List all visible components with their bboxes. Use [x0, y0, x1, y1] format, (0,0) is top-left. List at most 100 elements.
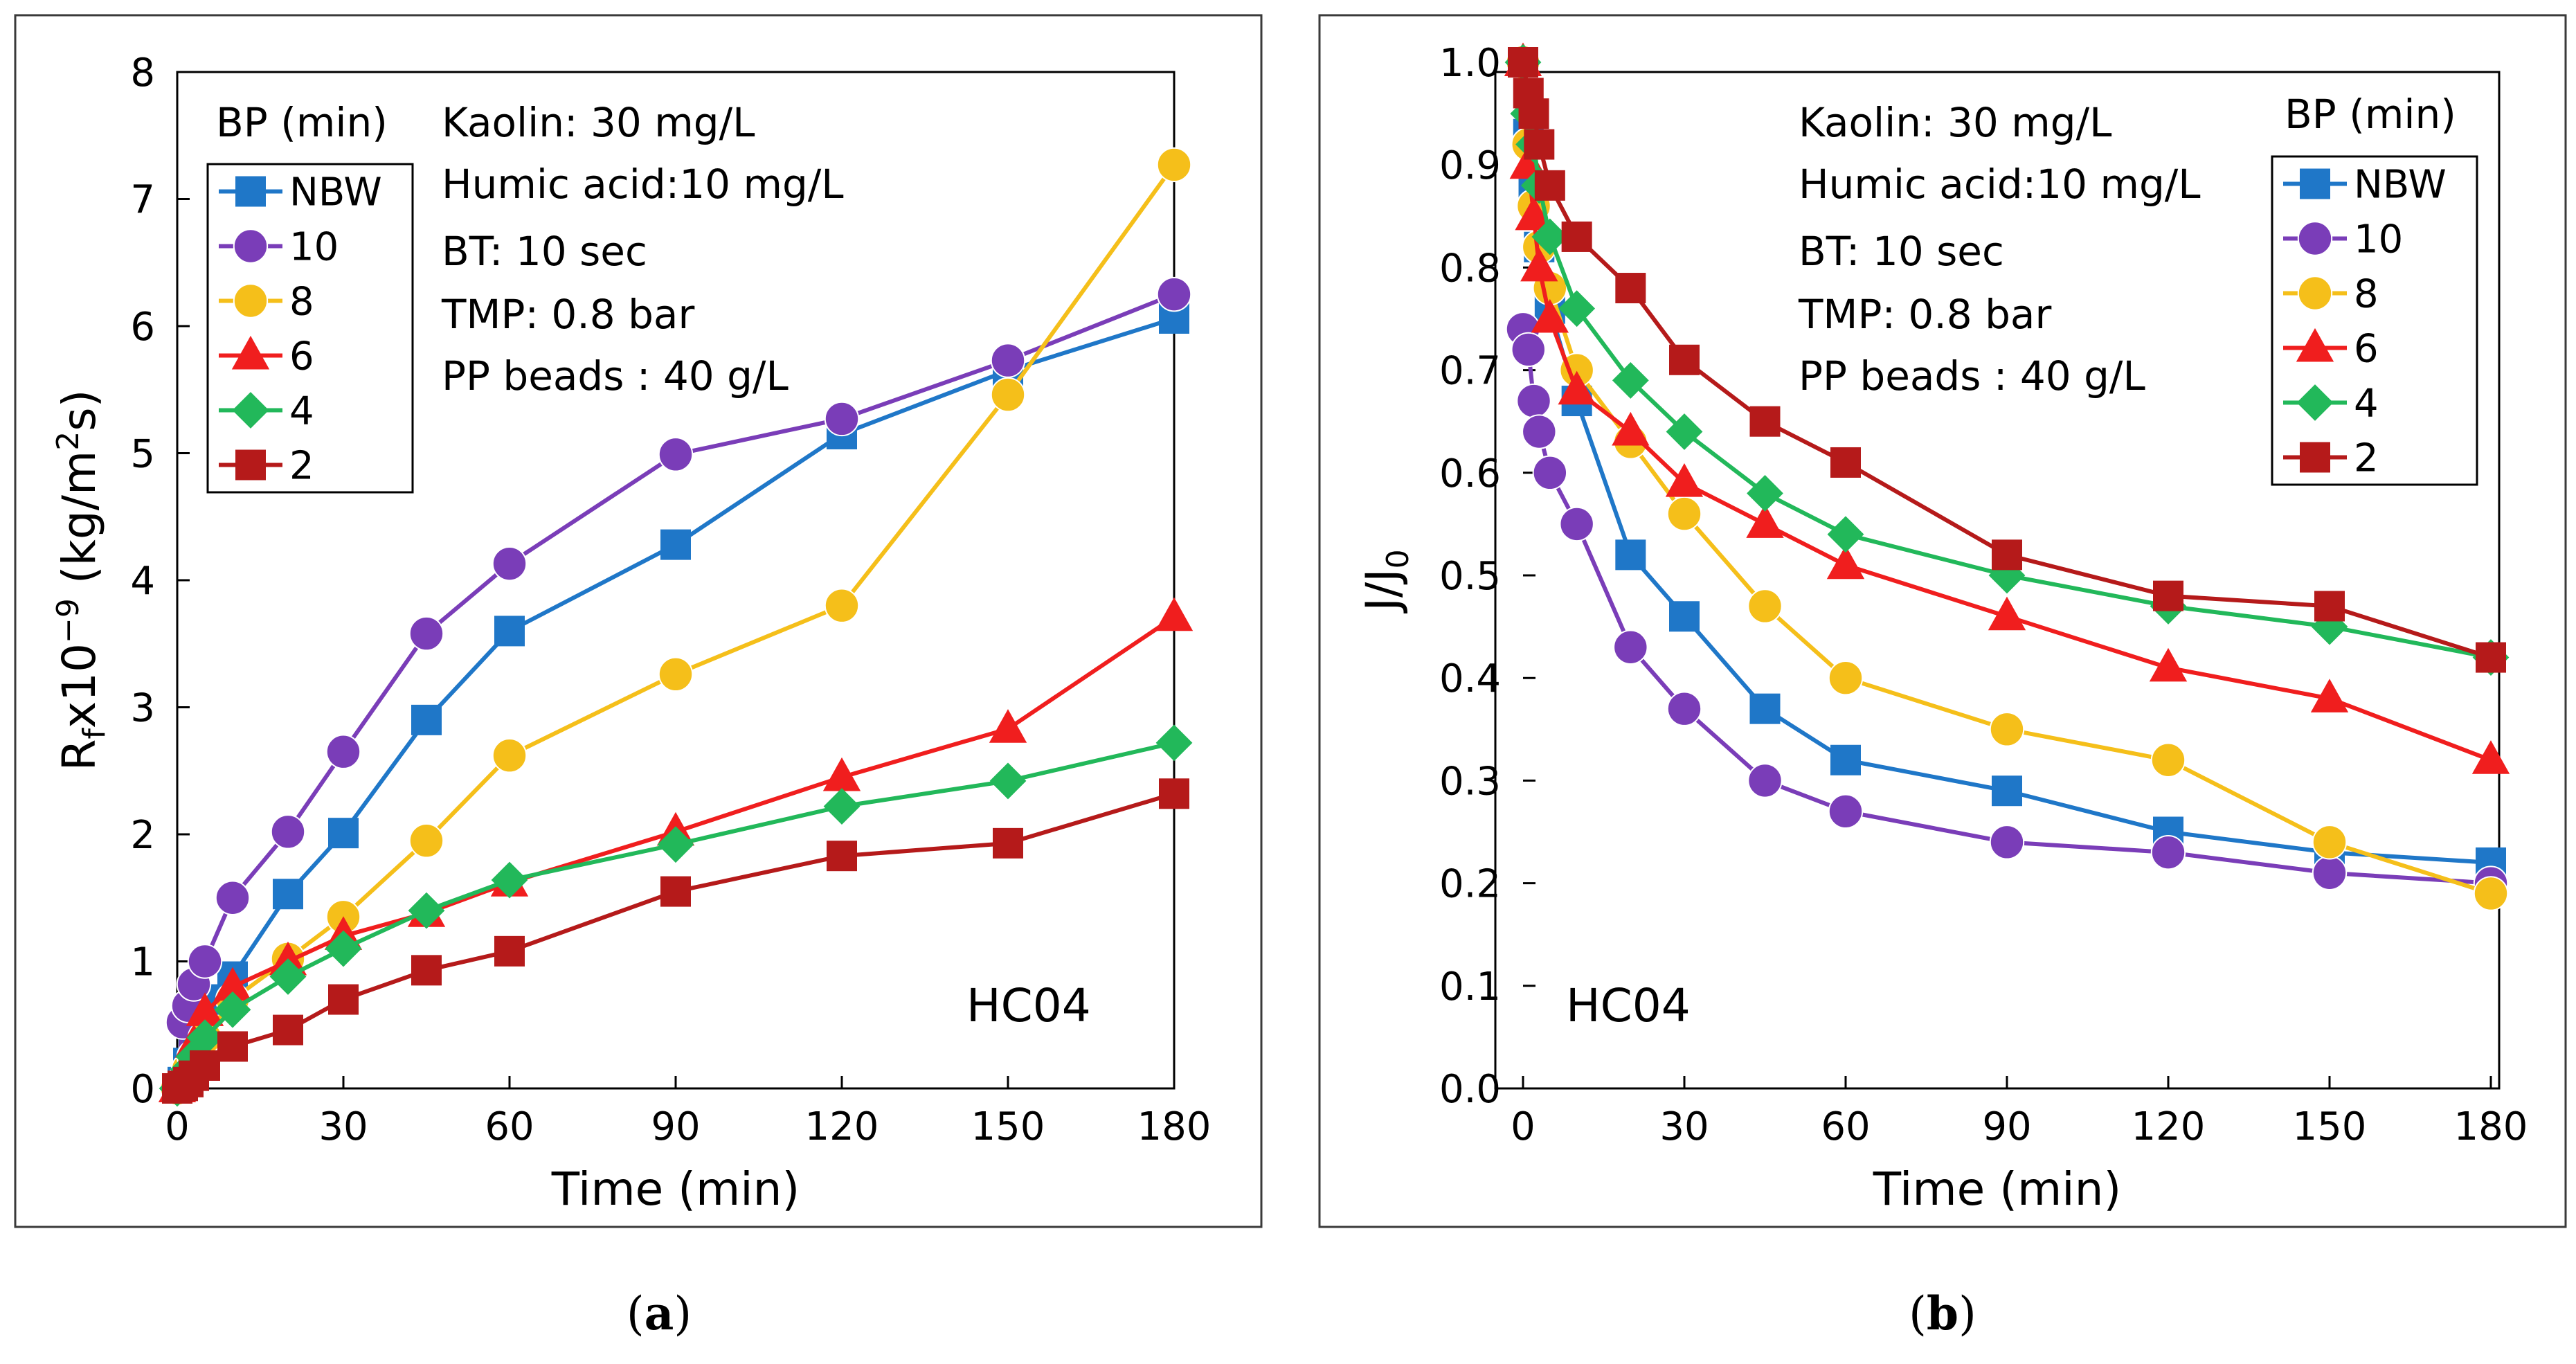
panel-b-series-10-point: [1522, 414, 1557, 449]
panel-b-legend-marker: [2296, 384, 2334, 421]
panel-b-legend-item-8: 8: [2283, 272, 2379, 317]
panel-a-x-tick-label: 0: [165, 1104, 190, 1149]
panel-a-series-10-point: [824, 401, 860, 437]
panel-a-legend-marker: [233, 283, 269, 318]
panel-b-series-6-point: [1558, 370, 1596, 405]
panel-a-series-10-point: [408, 616, 444, 652]
panel-b-legend-item-2: 2: [2283, 436, 2379, 481]
panel-b-series-nbw-point: [1615, 539, 1646, 571]
caption-b: (b): [1909, 1286, 1976, 1340]
panel-a-legend-marker: [231, 335, 270, 370]
panel-b-series-nbw-point: [1749, 693, 1781, 724]
panel-b-condition-humic-acid: Humic acid:10 mg/L: [1799, 161, 2201, 208]
panel-b-legend-item-4: 4: [2283, 382, 2379, 427]
panel-a-x-axis-title: Time (min): [551, 1163, 800, 1216]
panel-a-series-2-point: [190, 1050, 220, 1081]
panel-b-x-tick-label: 120: [2132, 1104, 2206, 1149]
panel-a-legend-label: 4: [289, 389, 314, 434]
panel-b-x-tick-label: 0: [1511, 1104, 1535, 1149]
panel-a-series-10-point: [215, 880, 251, 915]
panel-b-conditions: Kaolin: 30 mg/L Humic acid:10 mg/L BT: 1…: [1798, 99, 2201, 400]
panel-b-series-2-point: [1534, 170, 1565, 201]
panel-b-series-2-point: [2476, 642, 2506, 673]
panel-b-series-2-point: [1749, 406, 1781, 437]
panel-b-series-10-point: [1747, 763, 1783, 798]
panel-a-series-8-point: [658, 656, 694, 692]
panel-b-condition-bt: BT: 10 sec: [1799, 228, 2004, 275]
panel-b-series-2: [1508, 47, 2506, 673]
panel-b-legend-label: 4: [2354, 382, 2379, 427]
panel-b-y-tick-label: 0.0: [1439, 1067, 1501, 1112]
panel-a-legend-marker: [233, 228, 269, 264]
panel-a-series-6-point: [186, 992, 224, 1026]
panel-a-condition-tmp: TMP: 0.8 bar: [441, 291, 694, 338]
panel-a-y-tick-label: 2: [130, 813, 155, 858]
panel-b-series-10-point: [1511, 332, 1546, 368]
panel-b-y-tick-label: 0.8: [1439, 246, 1501, 291]
panel-b-series-8: [1505, 44, 2509, 911]
panel-b-legend-marker: [2297, 221, 2333, 256]
panel-b-series-10-point: [1516, 383, 1551, 419]
panel-b-legend-label: 10: [2354, 217, 2403, 262]
panel-b-y-tick-label: 0.9: [1439, 143, 1501, 188]
panel-a-series-10-point: [325, 734, 361, 769]
panel-a-series-4-point: [408, 892, 445, 929]
panel-b-plot-area: [1494, 71, 2501, 1090]
panel-b-x-tick-label: 180: [2454, 1104, 2528, 1149]
panel-a-conditions: Kaolin: 30 mg/L Humic acid:10 mg/L BT: 1…: [441, 99, 844, 400]
panel-a-series-4-point: [269, 958, 307, 995]
panel-a-axes: 0 30 60 90 120 150 180 0 1 2 3 4 5 6 7 8: [130, 51, 1211, 1149]
panel-a-series-2-point: [273, 1014, 303, 1046]
panel-a-series-10-point: [1156, 276, 1192, 312]
panel-b-y-tick-label: 0.4: [1439, 656, 1501, 701]
panel-b-legend-marker: [2300, 168, 2330, 199]
panel-b-axes: 0 30 60 90 120 150 180 0.0 0.1 0.2 0.3 0.4 0.5 0.6 0.7…: [1439, 41, 2528, 1149]
panel-a-series-2-point: [328, 984, 359, 1015]
panel-a-series-10-point: [492, 546, 528, 582]
panel-b-legend-item-10: 10: [2283, 217, 2403, 262]
panel-a-legend-items: NBW 10 8 6 4 2: [219, 170, 382, 489]
panel-b-series-6-point: [1612, 411, 1650, 446]
panel-a-legend-label: 8: [289, 280, 314, 325]
panel-a-series-10-point: [658, 437, 694, 472]
panel-a-series-4-point: [989, 762, 1027, 800]
panel-b-series-8-point: [1666, 496, 1702, 532]
panel-b-series-6-point: [1746, 504, 1784, 538]
panel-b-condition-kaolin: Kaolin: 30 mg/L: [1799, 99, 2111, 146]
panel-a-series-nbw-point: [411, 704, 442, 735]
panel-a-series-2-point: [827, 841, 857, 872]
panel-b-series-10-point: [2150, 834, 2186, 870]
panel-a-series-2-point: [217, 1031, 248, 1062]
panel-b-series-2-point: [1992, 539, 2022, 571]
panel-b-series-6-point: [1826, 545, 1865, 580]
panel-b-series-2-point: [1830, 447, 1861, 478]
panel-b-series-10-point: [1666, 691, 1702, 726]
panel-a-series-8-point: [1156, 147, 1192, 183]
panel-b-series-4-point: [1747, 475, 1783, 512]
panel-b-condition-pp-beads: PP beads : 40 g/L: [1799, 352, 2145, 400]
panel-a-series-4-point: [325, 930, 362, 967]
panel-b-series-6-point: [1988, 596, 2026, 631]
panel-b-series-4-point: [1558, 290, 1596, 327]
panel-b-series-4-point: [1531, 218, 1569, 255]
panel-b-series-6-point: [1531, 298, 1569, 333]
panel-b-series-nbw-point: [1992, 775, 2022, 807]
panel-b-legend-label: NBW: [2354, 163, 2447, 208]
panel-b-legend-marker: [2297, 276, 2333, 311]
panel-b-x-axis-title: Time (min): [1873, 1163, 2121, 1216]
panel-a-legend-label: 6: [289, 334, 314, 379]
panel-a-condition-humic-acid: Humic acid:10 mg/L: [442, 161, 844, 208]
panel-b-series-10-point: [1532, 455, 1568, 490]
panel-b-series-6-point: [2471, 740, 2510, 774]
panel-b-series-10-point: [1989, 825, 2025, 860]
panel-a-y-tick-label: 8: [130, 51, 155, 96]
panel-b: 0 30 60 90 120 150 180 0.0 0.1 0.2 0.3 0.4 0.5 0.6 0.7…: [1318, 14, 2567, 1228]
panel-b-legend: [2271, 155, 2478, 486]
panel-b-series-2-point: [1518, 98, 1549, 129]
panel-b-series-2-point: [2153, 580, 2183, 611]
panel-b-legend-label: 2: [2354, 436, 2379, 481]
panel-a-series-4-point: [214, 991, 251, 1028]
panel-a-series-nbw-point: [273, 879, 303, 910]
panel-a-y-tick-label: 7: [130, 178, 155, 223]
